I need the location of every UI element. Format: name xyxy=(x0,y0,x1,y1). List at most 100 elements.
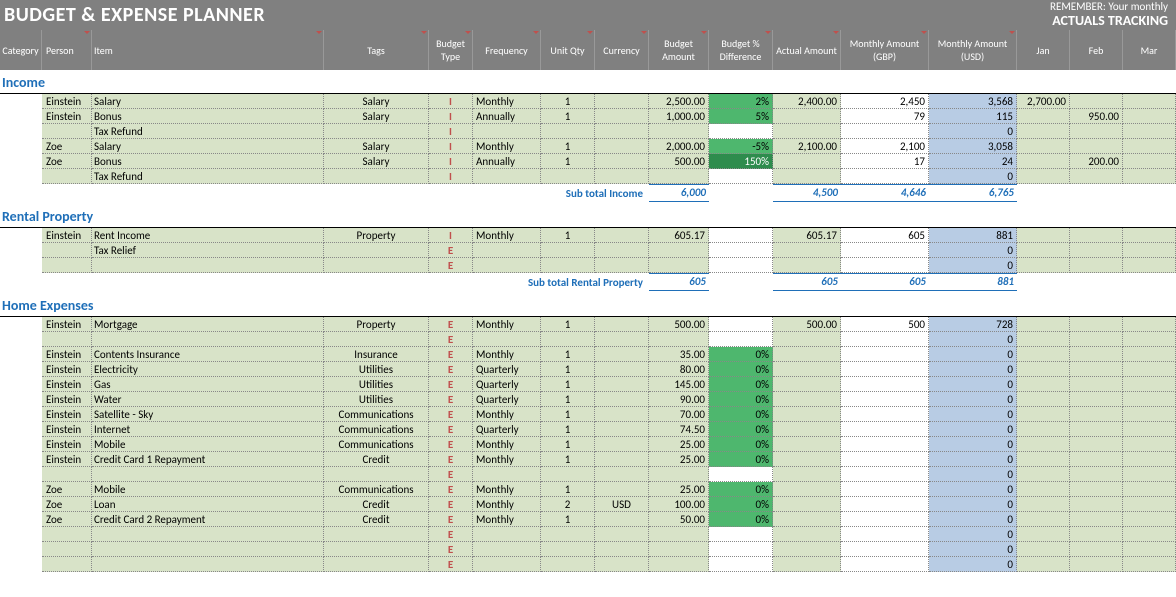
cell-mar[interactable] xyxy=(1123,422,1176,437)
cell-tags[interactable] xyxy=(324,467,429,482)
cell-currency[interactable] xyxy=(595,437,649,452)
cell-person[interactable]: Einstein xyxy=(42,377,92,392)
cell-monthly-usd[interactable]: 0 xyxy=(929,407,1017,422)
cell-category[interactable] xyxy=(0,139,42,154)
cell-item[interactable]: Water xyxy=(92,392,324,407)
cell-budget-amount[interactable] xyxy=(649,527,709,542)
cell-category[interactable] xyxy=(0,557,42,572)
table-row[interactable]: Tax ReliefE0 xyxy=(0,243,1176,258)
cell-actual-amount[interactable] xyxy=(773,154,841,169)
cell-currency[interactable] xyxy=(595,258,649,273)
cell-jan[interactable] xyxy=(1017,437,1070,452)
cell-category[interactable] xyxy=(0,94,42,109)
cell-item[interactable]: Tax Refund xyxy=(92,169,324,184)
cell-tags[interactable] xyxy=(324,258,429,273)
cell-person[interactable] xyxy=(42,169,92,184)
cell-category[interactable] xyxy=(0,452,42,467)
cell-category[interactable] xyxy=(0,482,42,497)
cell-unit-qty[interactable] xyxy=(541,258,595,273)
cell-budget-amount[interactable]: 500.00 xyxy=(649,154,709,169)
cell-item[interactable] xyxy=(92,332,324,347)
cell-currency[interactable] xyxy=(595,512,649,527)
cell-jan[interactable] xyxy=(1017,124,1070,139)
cell-currency[interactable] xyxy=(595,243,649,258)
col-item[interactable]: Item xyxy=(92,30,324,70)
sort-icon[interactable] xyxy=(421,31,427,34)
cell-budget-type[interactable]: E xyxy=(429,392,473,407)
cell-actual-amount[interactable] xyxy=(773,124,841,139)
cell-budget-pct[interactable] xyxy=(709,243,773,258)
cell-frequency[interactable]: Monthly xyxy=(473,347,541,362)
cell-tags[interactable] xyxy=(324,542,429,557)
cell-budget-pct[interactable]: 0% xyxy=(709,482,773,497)
cell-tags[interactable]: Utilities xyxy=(324,362,429,377)
cell-currency[interactable]: USD xyxy=(595,497,649,512)
table-row[interactable]: ZoeMobileCommunicationsEMonthly125.000%0 xyxy=(0,482,1176,497)
cell-feb[interactable] xyxy=(1070,542,1123,557)
cell-budget-amount[interactable]: 145.00 xyxy=(649,377,709,392)
cell-person[interactable] xyxy=(42,258,92,273)
cell-mar[interactable] xyxy=(1123,243,1176,258)
cell-tags[interactable]: Insurance xyxy=(324,347,429,362)
cell-currency[interactable] xyxy=(595,542,649,557)
cell-unit-qty[interactable]: 1 xyxy=(541,407,595,422)
cell-actual-amount[interactable] xyxy=(773,422,841,437)
cell-monthly-usd[interactable]: 0 xyxy=(929,557,1017,572)
cell-category[interactable] xyxy=(0,332,42,347)
cell-frequency[interactable]: Quarterly xyxy=(473,392,541,407)
cell-category[interactable] xyxy=(0,497,42,512)
cell-monthly-gbp[interactable] xyxy=(841,362,929,377)
cell-category[interactable] xyxy=(0,392,42,407)
cell-feb[interactable] xyxy=(1070,124,1123,139)
col-budget-type[interactable]: Budget Type xyxy=(429,30,473,70)
cell-budget-pct[interactable] xyxy=(709,258,773,273)
cell-item[interactable]: Credit Card 1 Repayment xyxy=(92,452,324,467)
cell-category[interactable] xyxy=(0,527,42,542)
cell-person[interactable] xyxy=(42,124,92,139)
cell-mar[interactable] xyxy=(1123,497,1176,512)
cell-item[interactable]: Mobile xyxy=(92,482,324,497)
cell-actual-amount[interactable] xyxy=(773,452,841,467)
col-monthly-usd[interactable]: Monthly Amount (USD) xyxy=(929,30,1017,70)
cell-jan[interactable] xyxy=(1017,467,1070,482)
cell-budget-type[interactable]: E xyxy=(429,407,473,422)
table-row[interactable]: Tax RefundI0 xyxy=(0,169,1176,184)
cell-budget-type[interactable]: E xyxy=(429,258,473,273)
cell-feb[interactable] xyxy=(1070,512,1123,527)
cell-monthly-gbp[interactable] xyxy=(841,497,929,512)
cell-monthly-gbp[interactable] xyxy=(841,169,929,184)
cell-monthly-usd[interactable]: 0 xyxy=(929,542,1017,557)
cell-budget-type[interactable]: I xyxy=(429,139,473,154)
cell-category[interactable] xyxy=(0,154,42,169)
cell-actual-amount[interactable] xyxy=(773,258,841,273)
cell-category[interactable] xyxy=(0,467,42,482)
cell-unit-qty[interactable] xyxy=(541,542,595,557)
cell-monthly-usd[interactable]: 24 xyxy=(929,154,1017,169)
cell-currency[interactable] xyxy=(595,557,649,572)
table-row[interactable]: EinsteinMortgagePropertyEMonthly1500.005… xyxy=(0,317,1176,332)
cell-jan[interactable] xyxy=(1017,452,1070,467)
cell-category[interactable] xyxy=(0,124,42,139)
cell-monthly-gbp[interactable] xyxy=(841,347,929,362)
sort-icon[interactable] xyxy=(701,31,707,34)
sort-icon[interactable] xyxy=(316,31,322,34)
cell-budget-pct[interactable]: 0% xyxy=(709,512,773,527)
table-row[interactable]: EinsteinInternetCommunicationsEQuarterly… xyxy=(0,422,1176,437)
cell-item[interactable]: Contents Insurance xyxy=(92,347,324,362)
cell-budget-type[interactable]: E xyxy=(429,332,473,347)
cell-feb[interactable] xyxy=(1070,392,1123,407)
cell-person[interactable] xyxy=(42,467,92,482)
col-currency[interactable]: Currency xyxy=(595,30,649,70)
cell-actual-amount[interactable]: 2,100.00 xyxy=(773,139,841,154)
cell-budget-amount[interactable] xyxy=(649,542,709,557)
cell-person[interactable]: Einstein xyxy=(42,317,92,332)
cell-actual-amount[interactable] xyxy=(773,169,841,184)
cell-feb[interactable] xyxy=(1070,243,1123,258)
cell-unit-qty[interactable]: 2 xyxy=(541,497,595,512)
cell-category[interactable] xyxy=(0,258,42,273)
cell-unit-qty[interactable]: 1 xyxy=(541,109,595,124)
cell-feb[interactable] xyxy=(1070,362,1123,377)
cell-item[interactable]: Gas xyxy=(92,377,324,392)
cell-budget-pct[interactable]: 0% xyxy=(709,377,773,392)
sort-icon[interactable] xyxy=(1009,31,1015,34)
